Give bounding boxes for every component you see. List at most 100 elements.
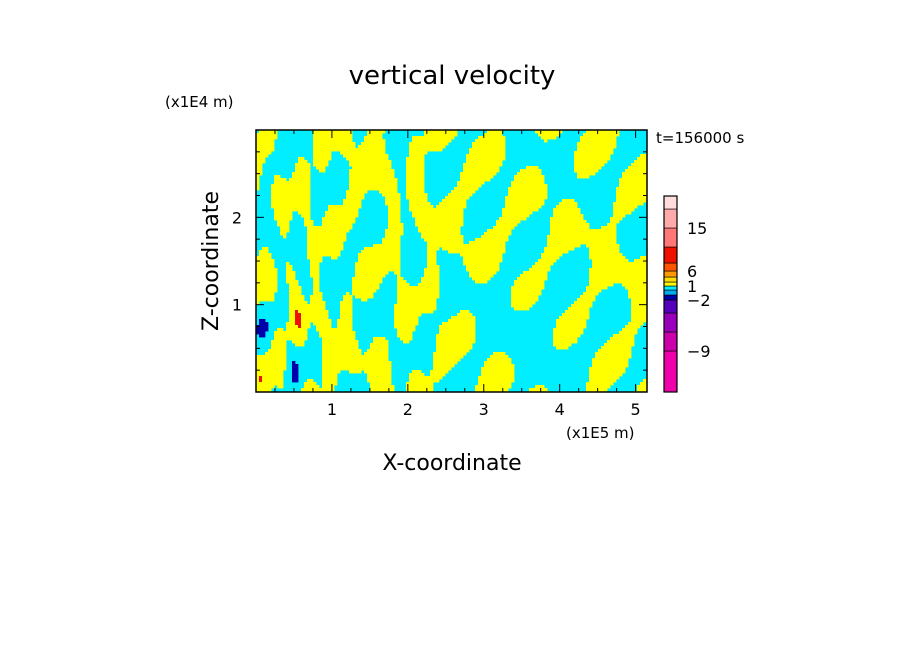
field-cell: [562, 319, 566, 323]
field-cell: [577, 241, 581, 245]
field-cell: [454, 199, 458, 203]
field-cell: [358, 196, 362, 200]
field-cell: [589, 232, 593, 236]
field-cell: [370, 277, 374, 281]
field-cell: [580, 325, 584, 329]
field-cell: [304, 325, 308, 329]
field-cell: [622, 331, 626, 335]
field-cell: [634, 271, 638, 275]
field-cell: [427, 217, 431, 221]
field-cell: [259, 361, 263, 365]
field-cell: [352, 286, 356, 290]
field-cell: [619, 268, 623, 272]
field-cell: [613, 226, 617, 230]
field-cell: [445, 328, 449, 332]
field-cell: [322, 307, 326, 311]
field-cell: [496, 253, 500, 257]
field-cell: [565, 223, 569, 227]
field-cell: [355, 346, 359, 350]
field-cell: [331, 250, 335, 254]
field-cell: [319, 160, 323, 164]
field-cell: [457, 223, 461, 227]
field-cell: [349, 349, 353, 353]
field-cell: [637, 313, 641, 317]
field-cell: [316, 244, 320, 248]
field-cell: [322, 325, 326, 329]
field-cell: [361, 355, 365, 359]
field-cell: [301, 328, 305, 332]
field-cell: [328, 142, 332, 146]
field-cell: [586, 163, 590, 167]
field-cell: [436, 139, 440, 143]
field-cell: [319, 310, 323, 314]
field-cell: [361, 187, 365, 191]
field-cell: [583, 139, 587, 143]
field-cell: [385, 265, 389, 269]
field-cell: [529, 211, 533, 215]
field-cell: [580, 310, 584, 314]
field-cell: [616, 217, 620, 221]
field-cell: [400, 325, 404, 329]
field-cell: [403, 328, 407, 332]
field-cell: [619, 271, 623, 275]
field-cell: [436, 208, 440, 212]
field-cell: [457, 199, 461, 203]
field-cell: [286, 187, 290, 191]
field-cell: [361, 166, 365, 170]
field-cell: [256, 256, 260, 260]
field-cell: [520, 298, 524, 302]
field-cell: [568, 331, 572, 335]
field-cell: [601, 163, 605, 167]
field-cell: [607, 370, 611, 374]
field-cell: [280, 358, 284, 362]
field-cell: [382, 343, 386, 347]
field-cell: [280, 346, 284, 350]
field-cell: [607, 136, 611, 140]
field-cell: [289, 298, 293, 302]
field-cell: [598, 283, 602, 287]
field-cell: [301, 160, 305, 164]
field-cell: [586, 292, 590, 296]
field-cell: [391, 217, 395, 221]
field-cell: [388, 187, 392, 191]
field-cell: [457, 313, 461, 317]
field-cell: [325, 130, 329, 134]
field-cell: [331, 226, 335, 230]
field-cell: [607, 226, 611, 230]
field-cell: [610, 349, 614, 353]
field-cell: [493, 262, 497, 266]
field-cell: [478, 175, 482, 179]
field-cell: [349, 151, 353, 155]
field-cell: [427, 241, 431, 245]
field-cell: [469, 253, 473, 257]
field-cell: [598, 268, 602, 272]
field-cell: [535, 184, 539, 188]
field-cell: [559, 235, 563, 239]
field-cell: [478, 277, 482, 281]
field-cell: [553, 331, 557, 335]
field-cell: [514, 220, 518, 224]
field-cell: [421, 196, 425, 200]
field-cell: [352, 289, 356, 293]
field-cell: [439, 202, 443, 206]
field-cell: [256, 301, 260, 305]
field-cell: [373, 268, 377, 272]
field-cell: [298, 301, 302, 305]
field-cell: [373, 373, 377, 377]
field-cell: [412, 139, 416, 143]
field-cell: [553, 211, 557, 215]
field-cell: [454, 226, 458, 230]
field-cell: [286, 226, 290, 230]
field-cell: [379, 355, 383, 359]
field-cell: [436, 349, 440, 353]
field-cell: [262, 322, 266, 326]
field-cell: [394, 199, 398, 203]
field-cell: [460, 193, 464, 197]
field-cell: [397, 286, 401, 290]
field-cell: [376, 178, 380, 182]
field-cell: [388, 247, 392, 251]
field-cell: [523, 289, 527, 293]
field-cell: [379, 364, 383, 368]
field-cell: [304, 307, 308, 311]
field-cell: [322, 253, 326, 257]
